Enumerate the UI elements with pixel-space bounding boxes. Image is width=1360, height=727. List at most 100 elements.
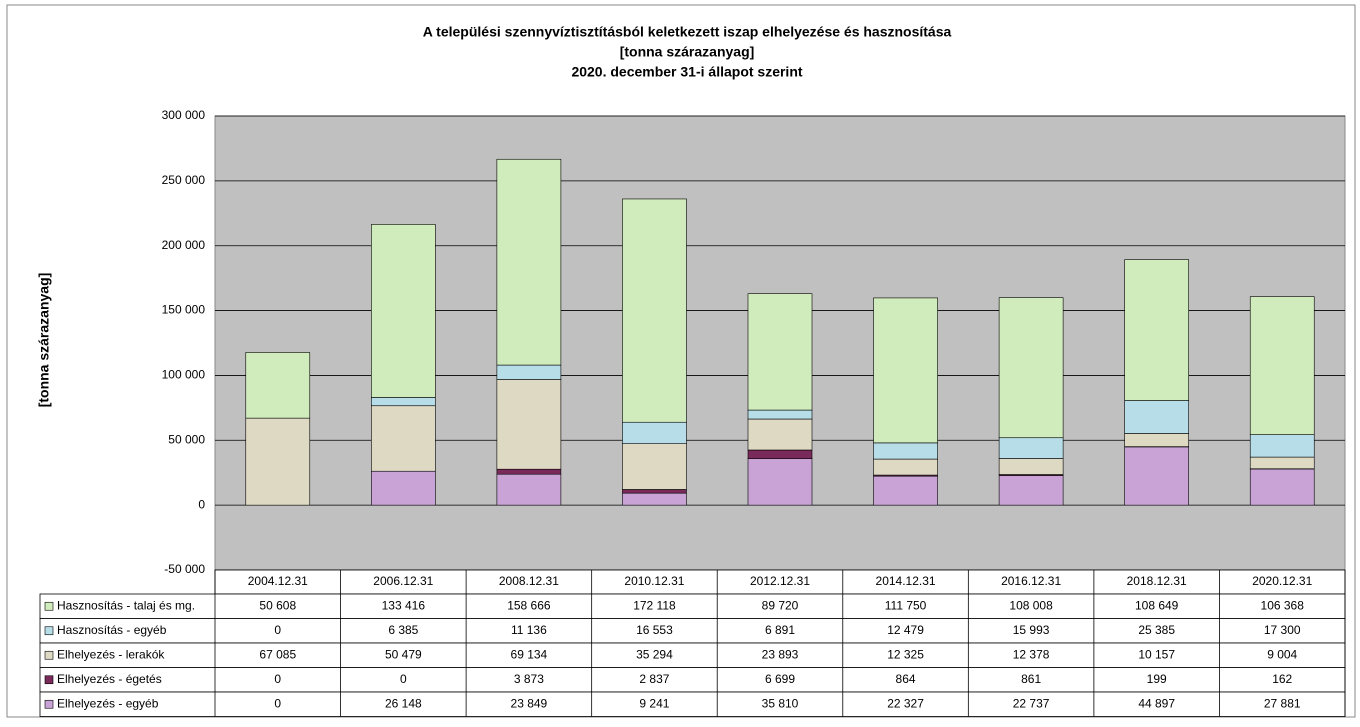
y-tick-label: 100 000	[162, 368, 206, 382]
table-cell: 35 810	[762, 696, 799, 710]
table-cell: 6 699	[765, 672, 795, 686]
bar-segment	[497, 380, 561, 470]
table-cell: 0	[274, 672, 281, 686]
bar-segment	[999, 476, 1063, 505]
bar-segment	[1250, 435, 1314, 457]
table-cell: 15 993	[1013, 623, 1050, 637]
table-cell: 9 241	[639, 696, 669, 710]
table-cell: 23 893	[762, 647, 799, 661]
x-tick-label: 2020.12.31	[1252, 574, 1312, 588]
table-cell: 67 085	[259, 647, 296, 661]
x-tick-label: 2016.12.31	[1001, 574, 1061, 588]
y-tick-label: 50 000	[168, 432, 205, 446]
table-cell: 162	[1272, 672, 1292, 686]
table-cell: 25 385	[1138, 623, 1175, 637]
bar-segment	[371, 406, 435, 471]
legend-label: Elhelyezés - égetés	[57, 672, 162, 686]
table-cell: 22 737	[1013, 696, 1050, 710]
bar-segment	[622, 199, 686, 422]
table-cell: 0	[274, 623, 281, 637]
table-cell: 35 294	[636, 647, 673, 661]
bar-segment	[748, 459, 812, 505]
x-tick-label: 2008.12.31	[499, 574, 559, 588]
bar-segment	[622, 444, 686, 490]
table-cell: 199	[1147, 672, 1167, 686]
legend-label: Hasznosítás - egyéb	[57, 623, 167, 637]
legend-swatch	[45, 602, 53, 610]
bar-segment	[748, 419, 812, 450]
table-cell: 172 118	[633, 598, 676, 612]
table-cell: 22 327	[887, 696, 924, 710]
bar-segment	[246, 352, 310, 418]
x-tick-label: 2018.12.31	[1127, 574, 1187, 588]
table-cell: 26 148	[385, 696, 422, 710]
table-cell: 16 553	[636, 623, 673, 637]
x-tick-label: 2012.12.31	[750, 574, 810, 588]
table-cell: 158 666	[507, 598, 551, 612]
x-tick-label: 2006.12.31	[373, 574, 433, 588]
table-cell: 12 325	[887, 647, 924, 661]
bar-segment	[1125, 433, 1189, 446]
legend-swatch	[45, 700, 53, 708]
table-cell: 6 385	[388, 623, 418, 637]
table-cell: 50 479	[385, 647, 422, 661]
bar-segment	[999, 458, 1063, 474]
chart-title: [tonna szárazanyag]	[620, 44, 755, 60]
bar-segment	[497, 159, 561, 365]
bar-segment	[622, 489, 686, 493]
table-cell: 106 368	[1261, 598, 1305, 612]
bar-segment	[1125, 260, 1189, 401]
bar-segment	[1250, 297, 1314, 435]
bar-segment	[748, 410, 812, 419]
legend-label: Elhelyezés - lerakók	[57, 647, 165, 661]
table-cell: 2 837	[639, 672, 669, 686]
bar-segment	[622, 493, 686, 505]
bar-segment	[874, 298, 938, 443]
chart-title: A települési szennyvíztisztításból kelet…	[423, 24, 952, 40]
table-cell: 111 750	[885, 598, 927, 612]
table-cell: 12 378	[1013, 647, 1050, 661]
x-tick-label: 2004.12.31	[248, 574, 308, 588]
bar-segment	[748, 450, 812, 459]
legend-label: Elhelyezés - egyéb	[57, 696, 159, 710]
bar-segment	[497, 474, 561, 505]
table-cell: 27 881	[1264, 696, 1301, 710]
table-cell: 0	[400, 672, 407, 686]
table-cell: 864	[896, 672, 916, 686]
bar-segment	[1125, 401, 1189, 434]
table-cell: 133 416	[382, 598, 426, 612]
bar-segment	[497, 365, 561, 379]
y-tick-label: 300 000	[162, 108, 206, 122]
legend-swatch	[45, 676, 53, 684]
table-cell: 69 134	[511, 647, 548, 661]
y-axis-label: [tonna szárazanyag]	[36, 273, 52, 408]
table-cell: 23 849	[511, 696, 548, 710]
bar-segment	[371, 397, 435, 405]
bar-segment	[874, 476, 938, 505]
legend-swatch	[45, 627, 53, 635]
y-tick-label: 250 000	[162, 173, 206, 187]
table-cell: 108 649	[1135, 598, 1179, 612]
bar-segment	[497, 469, 561, 474]
bar-segment	[622, 422, 686, 443]
bar-segment	[874, 443, 938, 459]
table-cell: 12 479	[887, 623, 924, 637]
table-cell: 44 897	[1138, 696, 1175, 710]
bar-segment	[874, 459, 938, 475]
bar-segment	[1125, 447, 1189, 505]
table-cell: 108 008	[1009, 598, 1053, 612]
table-cell: 861	[1021, 672, 1041, 686]
table-cell: 6 891	[765, 623, 795, 637]
bar-segment	[246, 418, 310, 505]
legend-label: Hasznosítás - talaj és mg.	[57, 598, 195, 612]
x-tick-label: 2014.12.31	[876, 574, 936, 588]
table-cell: 50 608	[259, 598, 296, 612]
bar-segment	[1250, 457, 1314, 469]
table-cell: 3 873	[514, 672, 544, 686]
bar-segment	[999, 438, 1063, 459]
bar-segment	[371, 224, 435, 397]
legend-swatch	[45, 651, 53, 659]
bar-segment	[999, 298, 1063, 438]
bar-segment	[748, 294, 812, 410]
table-cell: 89 720	[762, 598, 799, 612]
